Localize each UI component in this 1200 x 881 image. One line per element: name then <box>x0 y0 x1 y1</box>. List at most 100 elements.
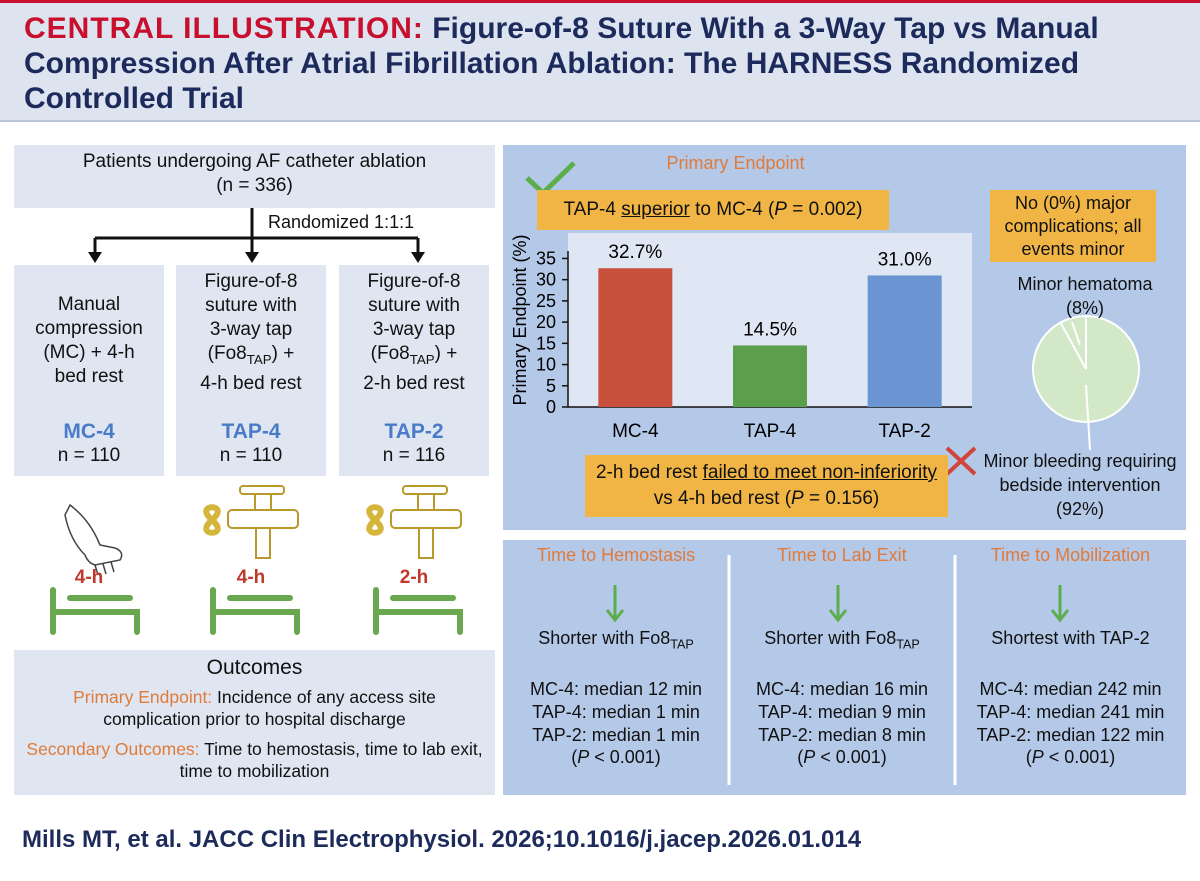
leader-line <box>1071 321 1081 346</box>
text-segment: 4-h bed rest <box>200 372 302 394</box>
hand-icon <box>64 503 123 576</box>
description-line: (Fo8TAP) + <box>339 342 489 372</box>
text-segment: P <box>774 199 787 220</box>
pie-label: Minor hematoma (8%) <box>985 272 1185 320</box>
y-tick-label: 0 <box>546 397 556 417</box>
population-text: Patients undergoing AF catheter ablation… <box>14 150 495 198</box>
noninferiority-box: 2-h bed rest failed to meet non-inferior… <box>585 455 948 517</box>
text-segment: TAP <box>670 637 694 652</box>
text-segment: P <box>791 488 804 509</box>
bed-rest-label: 4-h <box>236 567 266 588</box>
bed <box>210 587 300 635</box>
text-segment: < 0.001) <box>589 747 661 767</box>
text-segment: failed to meet non-inferiority <box>702 462 938 483</box>
median-line: MC-4: median 16 min <box>755 679 929 699</box>
text-segment: 3-way tap <box>209 319 293 340</box>
citation: Mills MT, et al. JACC Clin Electrophysio… <box>22 826 862 853</box>
secondary-medians: MC-4: median 16 min TAP-4: median 9 min TA… <box>729 678 955 747</box>
figure-8 <box>366 504 384 536</box>
secondary-title: Time to Lab Exit <box>777 545 907 565</box>
arrowhead <box>245 252 259 263</box>
arm-n: n = 110 <box>57 445 121 466</box>
randomization-label: Randomized 1:1:1 <box>268 212 415 232</box>
arm-name: MC-4 <box>63 420 115 443</box>
text-segment: 3-way tap <box>372 319 456 340</box>
description-line: suture with <box>339 294 489 318</box>
median-line: TAP-2: median 1 min <box>532 725 700 745</box>
text-segment: < 0.001) <box>1043 747 1116 767</box>
y-tick-label: 35 <box>536 248 556 268</box>
text-segment: bed rest <box>54 366 124 387</box>
secondary-medians: MC-4: median 12 min TAP-4: median 1 min TA… <box>503 678 729 747</box>
description-line: 3-way tap <box>176 318 326 342</box>
arrowhead <box>88 252 102 263</box>
median-line: MC-4: median 12 min <box>529 679 703 699</box>
description-line: Manual <box>14 293 164 317</box>
secondary-medians: MC-4: median 242 min TAP-4: median 241 mi… <box>955 678 1186 747</box>
outcomes-title: Outcomes <box>206 656 303 679</box>
y-tick-label: 20 <box>536 312 556 332</box>
text-segment: to MC-4 ( <box>689 199 775 220</box>
description-line: 3-way tap <box>339 318 489 342</box>
y-axis-label: Primary Endpoint (%) <box>510 234 530 405</box>
y-tick-label: 10 <box>536 355 556 375</box>
leader-line <box>1085 384 1091 451</box>
header-title: Figure-of-8 Suture With a 3-Way Tap vs M… <box>24 12 1099 115</box>
text-segment: Manual <box>57 294 121 315</box>
tap-valve <box>254 493 272 511</box>
arm-description: Manual compression (MC) + 4-h bed rest <box>14 293 164 389</box>
description-line: bed rest <box>14 365 164 389</box>
hand <box>64 503 123 566</box>
text-segment: superior <box>621 199 690 220</box>
text-segment: Figure-of-8 <box>367 271 461 292</box>
text-segment: ) + <box>271 343 295 364</box>
bed <box>373 587 463 635</box>
text-segment: < 0.001) <box>815 747 887 767</box>
arm-box <box>339 265 489 476</box>
text-segment: 2-h bed rest <box>595 462 703 483</box>
text-segment: P <box>1031 747 1044 767</box>
bed-icons <box>50 587 463 635</box>
fingers <box>94 561 115 576</box>
text-segment: suture with <box>205 295 297 316</box>
median-line: TAP-2: median 8 min <box>758 725 926 745</box>
description-line: compression <box>14 317 164 341</box>
description-line: 2-h bed rest <box>339 372 489 396</box>
median-line: TAP-2: median 122 min <box>976 725 1165 745</box>
arm-description: Figure-of-8 suture with 3-way tap (Fo8TAP) … <box>339 270 489 396</box>
secondary-result: Shorter with Fo8TAP <box>729 628 955 652</box>
text-segment: TAP <box>409 351 435 367</box>
tap-port <box>418 527 434 559</box>
outcome-label: Primary Endpoint: <box>73 687 213 707</box>
x-tick-label: MC-4 <box>612 421 659 442</box>
arm-n: n = 116 <box>382 445 446 466</box>
outcome-description: Time to hemostasis, time to lab exit, ti… <box>179 739 483 781</box>
arm-name: TAP-4 <box>221 420 281 443</box>
value-label: 14.5% <box>743 319 797 340</box>
value-label: 31.0% <box>878 249 932 270</box>
secondary-p: (P < 0.001) <box>503 747 729 768</box>
description-line: Figure-of-8 <box>339 270 489 294</box>
text-segment: ( <box>571 747 578 767</box>
bed-rest-label: 2-h <box>399 567 429 588</box>
text-segment: compression <box>35 318 143 339</box>
tap-icons <box>227 485 462 559</box>
outcome-description: Incidence of any access site complicatio… <box>103 687 436 729</box>
text-segment: (Fo8 <box>370 343 410 364</box>
bed-rest-label: 4-h <box>74 567 104 588</box>
y-tick-label: 25 <box>536 291 556 311</box>
down-arrow <box>1050 585 1070 623</box>
tap-handle <box>402 485 448 495</box>
arrowhead <box>411 252 425 263</box>
text-segment: TAP <box>896 637 920 652</box>
population-line: Patients undergoing AF catheter ablation <box>82 151 427 172</box>
tap-body <box>390 509 462 529</box>
text-segment: suture with <box>368 295 460 316</box>
median-line: TAP-4: median 1 min <box>532 702 700 722</box>
outcome-text: Secondary Outcomes: Time to hemostasis, … <box>24 738 485 782</box>
down-arrow <box>605 585 625 623</box>
text-segment: ) + <box>434 343 458 364</box>
text-segment: = 0.156) <box>803 488 880 509</box>
